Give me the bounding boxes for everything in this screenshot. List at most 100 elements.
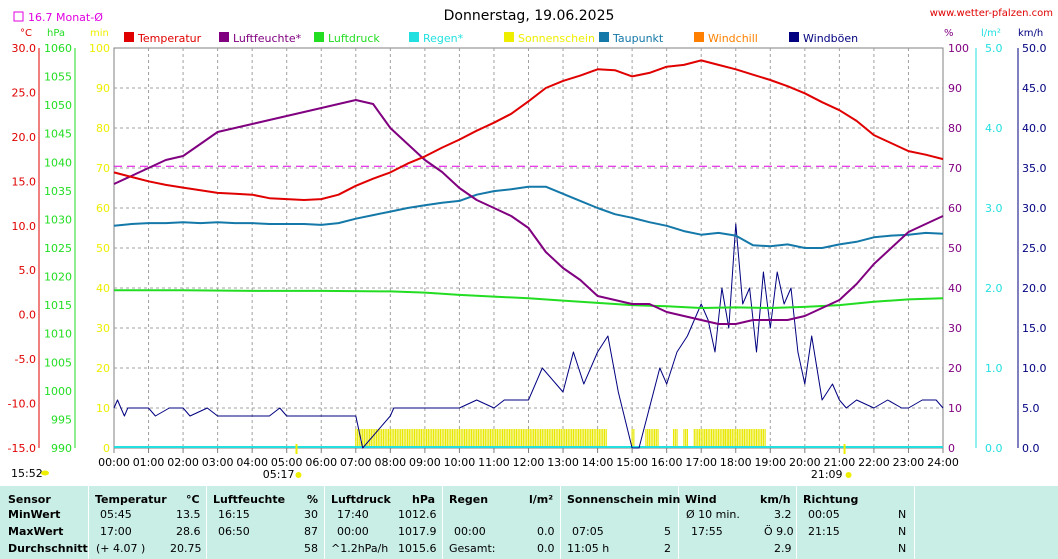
legend-label: Windchill bbox=[708, 32, 758, 45]
monthly-average-swatch bbox=[13, 11, 24, 22]
sun-tick-label: 10 bbox=[96, 402, 110, 415]
wind-tick-label: 15.0 bbox=[1022, 322, 1047, 335]
wind-tick-label: 35.0 bbox=[1022, 162, 1047, 175]
th-rain-unit: l/m² bbox=[529, 493, 554, 506]
time-tick-label: 24:00 bbox=[927, 456, 959, 469]
series-line-windben bbox=[113, 223, 944, 449]
rain-unit-label: l/m² bbox=[981, 28, 1001, 39]
th-temp-unit: °C bbox=[186, 493, 200, 506]
cell-rain: 0.0 bbox=[537, 542, 555, 555]
legend-swatch bbox=[409, 32, 419, 42]
time-tick-label: 15:00 bbox=[616, 456, 648, 469]
rain-tick-label: 1.0 bbox=[985, 362, 1003, 375]
th-rain: Regen bbox=[449, 493, 489, 506]
time-tick-label: 08:00 bbox=[374, 456, 406, 469]
series-line-taupunkt bbox=[113, 185, 944, 249]
time-tick-label: 07:00 bbox=[340, 456, 372, 469]
monthly-average-label: 16.7 Monat-Ø bbox=[28, 11, 103, 24]
time-tick-label: 02:00 bbox=[167, 456, 199, 469]
legend-label: Luftfeuchte* bbox=[233, 32, 302, 45]
humidity-tick-label: 10 bbox=[948, 402, 962, 415]
th-temp: Temperatur bbox=[95, 493, 167, 506]
cell-wind: 2.9 bbox=[774, 542, 792, 555]
time-tick-label: 00:00 bbox=[98, 456, 130, 469]
th-press: Luftdruck bbox=[331, 493, 391, 506]
th-wind-unit: km/h bbox=[760, 493, 791, 506]
cell-temp-time: 05:45 bbox=[100, 508, 132, 521]
legend-label: Taupunkt bbox=[612, 32, 664, 45]
th-sun: Sonnenschein min bbox=[567, 493, 681, 506]
legend-label: Regen* bbox=[423, 32, 464, 45]
temp-tick-label: 30.0 bbox=[12, 42, 37, 55]
time-tick-label: 10:00 bbox=[444, 456, 476, 469]
cell-hum-time: 06:50 bbox=[218, 525, 250, 538]
cell-wind: 3.2 bbox=[774, 508, 792, 521]
cell-dir: N bbox=[898, 508, 907, 521]
temp-tick-label: 25.0 bbox=[12, 86, 37, 99]
cell-dir: N bbox=[898, 542, 907, 555]
time-tick-label: 03:00 bbox=[202, 456, 234, 469]
wind-tick-label: 50.0 bbox=[1022, 42, 1047, 55]
time-tick-label: 22:00 bbox=[858, 456, 890, 469]
cell-temp-time: (+ 4.07 ) bbox=[96, 542, 146, 555]
th-wind: Wind bbox=[685, 493, 717, 506]
temp-tick-label: -15.0 bbox=[8, 442, 36, 455]
current-time-label: 15:52 bbox=[11, 467, 43, 480]
rain-tick-label: 0.0 bbox=[985, 442, 1003, 455]
time-tick-label: 19:00 bbox=[754, 456, 786, 469]
temp-unit-label: °C bbox=[20, 28, 32, 39]
sun-icon bbox=[295, 472, 302, 478]
time-tick-label: 20:00 bbox=[789, 456, 821, 469]
humidity-tick-label: 20 bbox=[948, 362, 962, 375]
sun-tick-label: 0 bbox=[103, 442, 110, 455]
temp-tick-label: 15.0 bbox=[12, 175, 37, 188]
time-tick-label: 18:00 bbox=[720, 456, 752, 469]
pressure-tick-label: 1020 bbox=[44, 271, 72, 284]
cell-press: 1017.9 bbox=[398, 525, 437, 538]
th-sensor: Sensor bbox=[8, 493, 51, 506]
pressure-tick-label: 1005 bbox=[44, 356, 72, 369]
cell-temp: 13.5 bbox=[176, 508, 201, 521]
time-tick-label: 01:00 bbox=[133, 456, 165, 469]
time-tick-label: 04:00 bbox=[236, 456, 268, 469]
humidity-unit-label: % bbox=[944, 28, 954, 39]
cell-hum: 87 bbox=[304, 525, 318, 538]
th-press-unit: hPa bbox=[412, 493, 436, 506]
cell-press-time: ^1.2hPa/h bbox=[331, 542, 389, 555]
humidity-tick-label: 60 bbox=[948, 202, 962, 215]
sun-tick-label: 50 bbox=[96, 242, 110, 255]
time-tick-label: 11:00 bbox=[478, 456, 510, 469]
sunrise-label: 05:17 bbox=[263, 468, 295, 481]
humidity-tick-label: 30 bbox=[948, 322, 962, 335]
time-tick-label: 12:00 bbox=[513, 456, 545, 469]
pressure-tick-label: 1050 bbox=[44, 99, 72, 112]
th-hum: Luftfeuchte bbox=[213, 493, 286, 506]
pressure-tick-label: 995 bbox=[51, 413, 72, 426]
cell-sun-time: 07:05 bbox=[572, 525, 604, 538]
wind-unit-label: km/h bbox=[1018, 28, 1043, 39]
pressure-tick-label: 1030 bbox=[44, 213, 72, 226]
row-label: MaxWert bbox=[8, 525, 64, 538]
cell-dir-time: 21:15 bbox=[808, 525, 840, 538]
series-line-temperatur bbox=[113, 59, 944, 201]
humidity-tick-label: 40 bbox=[948, 282, 962, 295]
humidity-tick-label: 70 bbox=[948, 162, 962, 175]
sun-unit-label: min bbox=[90, 28, 109, 39]
legend-label: Windböen bbox=[803, 32, 858, 45]
legend-swatch bbox=[124, 32, 134, 42]
cell-dir: N bbox=[898, 525, 907, 538]
humidity-tick-label: 100 bbox=[948, 42, 969, 55]
cell-hum: 30 bbox=[304, 508, 318, 521]
legend-swatch bbox=[314, 32, 324, 42]
cell-wind-label: Ø 10 min. bbox=[686, 508, 740, 521]
th-hum-unit: % bbox=[307, 493, 319, 506]
time-tick-label: 21:00 bbox=[824, 456, 856, 469]
cell-press: 1012.6 bbox=[398, 508, 437, 521]
cell-dir-time: 00:05 bbox=[808, 508, 840, 521]
rain-tick-label: 5.0 bbox=[985, 42, 1003, 55]
pressure-tick-label: 990 bbox=[51, 442, 72, 455]
temp-tick-label: 0.0 bbox=[19, 309, 37, 322]
time-tick-label: 05:00 bbox=[271, 456, 303, 469]
cell-sun: 2 bbox=[664, 542, 671, 555]
pressure-tick-label: 1010 bbox=[44, 328, 72, 341]
